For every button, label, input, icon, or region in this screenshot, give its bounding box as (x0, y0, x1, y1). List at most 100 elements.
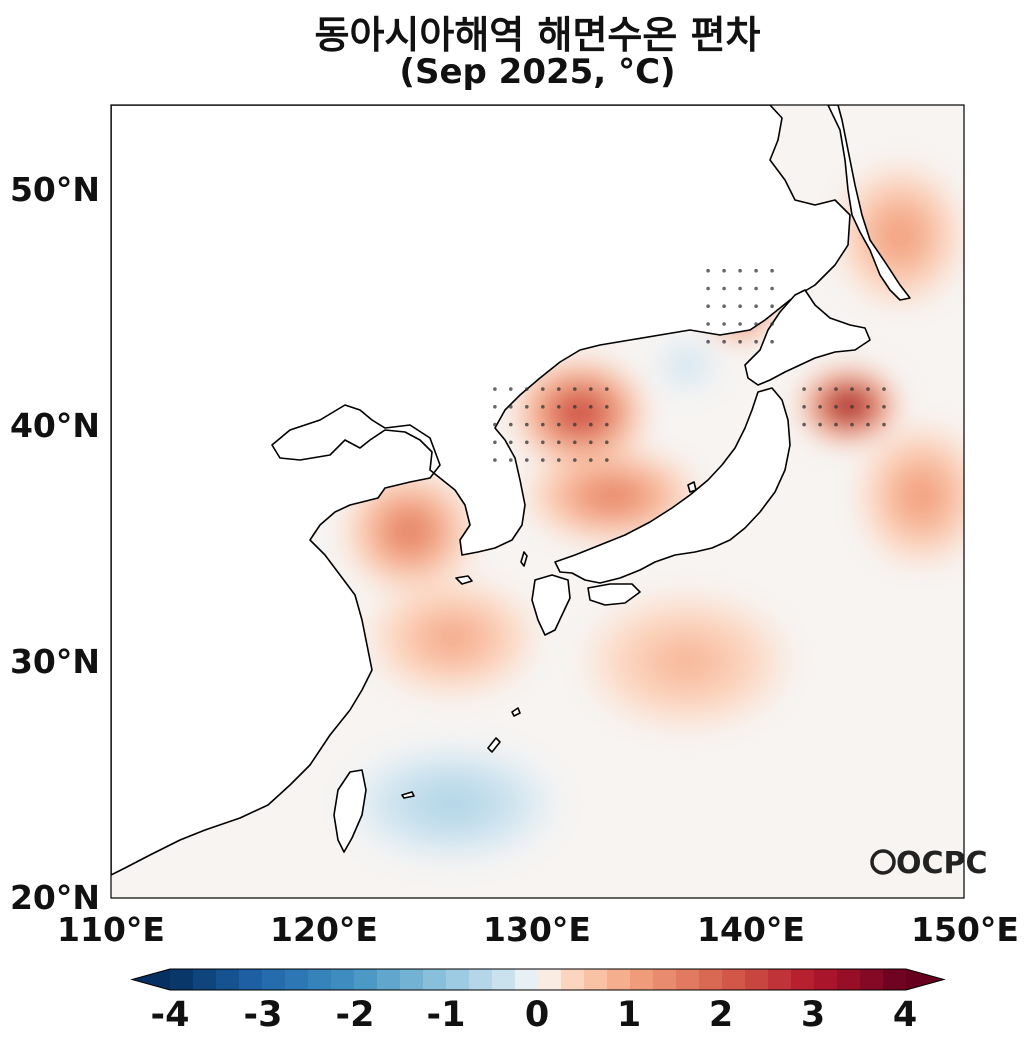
significance-dot (706, 322, 710, 326)
colorbar-segment (722, 969, 746, 990)
significance-dot (818, 387, 822, 391)
significance-dot (541, 458, 545, 462)
colorbar-segment (584, 969, 608, 990)
lon-label-140e: 140°E (681, 910, 821, 949)
colorbar-segment (538, 969, 562, 990)
colorbar-segment (653, 969, 677, 990)
significance-dot (834, 387, 838, 391)
anomaly-contour (889, 223, 910, 247)
lat-label-40n: 40°N (0, 406, 100, 445)
colorbar-segment (285, 969, 309, 990)
significance-dot (706, 287, 710, 291)
lat-label-30n: 30°N (0, 642, 100, 681)
significance-dot (754, 340, 758, 344)
significance-dot (722, 287, 726, 291)
significance-dot (754, 269, 758, 273)
colorbar-segment (400, 969, 424, 990)
significance-dot (589, 423, 593, 427)
significance-dot (541, 405, 545, 409)
significance-dot (605, 441, 609, 445)
significance-dot (706, 340, 710, 344)
colorbar-segment (423, 969, 447, 990)
colorbar-segment (377, 969, 401, 990)
significance-dot (541, 423, 545, 427)
anomaly-contour (681, 361, 692, 370)
colorbar-label-minus2: -2 (315, 995, 395, 1035)
significance-dot (589, 441, 593, 445)
significance-dot (770, 304, 774, 308)
significance-dot (557, 405, 561, 409)
significance-dot (770, 287, 774, 291)
significance-dot (557, 423, 561, 427)
colorbar-segment (193, 969, 217, 990)
significance-dot (738, 287, 742, 291)
logo-text: OCPC (896, 846, 988, 881)
significance-dot (802, 387, 806, 391)
colorbar-label-1: 1 (589, 995, 669, 1035)
colorbar (132, 969, 944, 990)
significance-dot (573, 387, 577, 391)
colorbar-segment (699, 969, 723, 990)
significance-dot (738, 340, 742, 344)
significance-dot (525, 387, 529, 391)
significance-dot (573, 458, 577, 462)
colorbar-segment (768, 969, 792, 990)
significance-dot (850, 405, 854, 409)
significance-dot (738, 269, 742, 273)
significance-dot (834, 405, 838, 409)
significance-dot (754, 304, 758, 308)
colorbar-segment (561, 969, 585, 990)
significance-dot (722, 304, 726, 308)
significance-dot (493, 387, 497, 391)
significance-dot (493, 423, 497, 427)
anomaly-contour (569, 404, 590, 421)
significance-dot (738, 304, 742, 308)
colorbar-segment (630, 969, 654, 990)
significance-dot (509, 387, 513, 391)
significance-dot (509, 405, 513, 409)
colorbar-label-minus3: -3 (223, 995, 303, 1035)
significance-dot (541, 441, 545, 445)
significance-dot (509, 441, 513, 445)
significance-dot (493, 458, 497, 462)
colorbar-segment (883, 969, 907, 990)
significance-dot (770, 322, 774, 326)
significance-dot (754, 322, 758, 326)
anomaly-taiwan-ryukyu (346, 744, 559, 862)
significance-dot (589, 387, 593, 391)
anomaly-east-china-sea (367, 578, 538, 696)
colorbar-segment (860, 969, 884, 990)
significance-dot (605, 387, 609, 391)
significance-dot (866, 387, 870, 391)
colorbar-label-0: 0 (497, 995, 577, 1035)
colorbar-extend-low (132, 969, 170, 990)
anomaly-contour (438, 628, 466, 648)
colorbar-segment (791, 969, 815, 990)
lat-label-50n: 50°N (0, 170, 100, 209)
significance-dot (802, 423, 806, 427)
significance-dot (802, 405, 806, 409)
colorbar-segment (308, 969, 332, 990)
significance-dot (605, 405, 609, 409)
colorbar-segment (814, 969, 838, 990)
colorbar-label-3: 3 (773, 995, 853, 1035)
map-subtitle: (Sep 2025, °C) (0, 52, 1025, 92)
significance-dot (866, 423, 870, 427)
colorbar-segment (170, 969, 194, 990)
anomaly-contour (399, 521, 420, 541)
colorbar-segment (239, 969, 263, 990)
significance-dot (850, 387, 854, 391)
colorbar-segment (354, 969, 378, 990)
significance-dot (770, 269, 774, 273)
anomaly-contour (598, 488, 626, 504)
significance-dot (605, 458, 609, 462)
colorbar-segment (676, 969, 700, 990)
significance-dot (818, 423, 822, 427)
colorbar-segment (745, 969, 769, 990)
significance-dot (525, 458, 529, 462)
significance-dot (589, 405, 593, 409)
significance-dot (882, 423, 886, 427)
significance-dot (722, 340, 726, 344)
significance-dot (850, 423, 854, 427)
colorbar-segment (216, 969, 240, 990)
